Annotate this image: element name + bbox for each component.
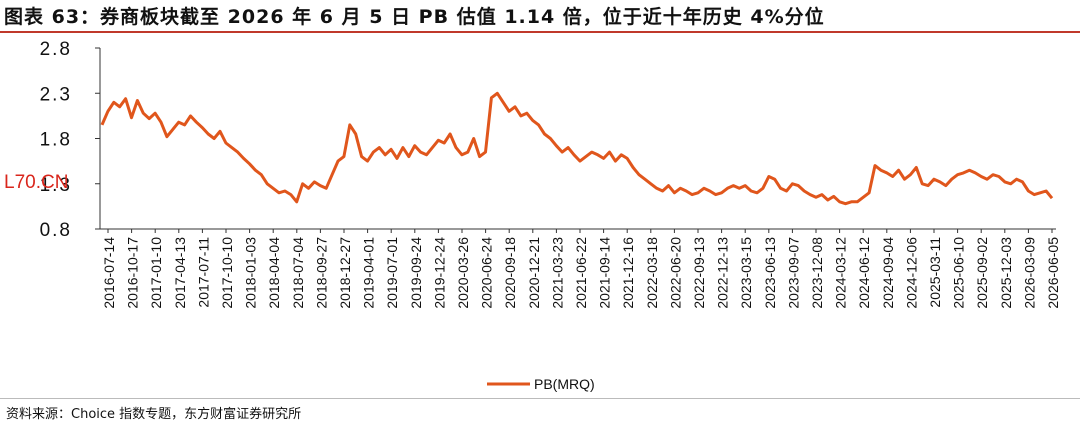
x-tick-label: 2018-12-27 [337,237,353,309]
x-tick-label: 2017-04-13 [172,237,188,309]
x-tick-label: 2022-12-13 [715,237,731,309]
x-tick-label: 2026-06-05 [1045,237,1061,309]
x-tick-label: 2022-09-13 [691,237,707,309]
x-tick-label: 2020-06-24 [479,237,495,309]
legend: PB(MRQ) [487,376,595,392]
axes [99,48,1056,230]
watermark: L70.CN [4,172,69,193]
x-tick-label: 2023-06-13 [762,237,778,309]
x-tick-label: 2021-06-22 [573,237,589,309]
x-tick-label: 2025-12-03 [998,237,1014,309]
x-tick-label: 2024-09-04 [880,237,896,309]
x-tick-label: 2019-07-01 [384,237,400,309]
x-tick-label: 2018-09-27 [313,237,329,309]
x-tick-label: 2021-12-16 [620,237,636,309]
pb-line-chart: 0.8 1.3 1.8 2.3 2.8 2016-07-14 2016-10-17 2017… [40,39,1061,392]
x-tick-label: 2022-06-20 [667,237,683,309]
x-tick-label: 2020-03-26 [455,237,471,309]
y-axis-ticks: 0.8 1.3 1.8 2.3 2.8 [40,39,100,241]
x-tick-label: 2022-03-18 [644,237,660,309]
x-tick-label: 2020-09-18 [502,237,518,309]
x-tick-label: 2018-01-03 [243,237,259,309]
title-divider [0,31,1080,33]
y-tick-label: 1.8 [40,130,72,151]
x-tick-label: 2016-10-17 [125,237,141,309]
y-tick-label: 0.8 [40,220,72,241]
y-tick-label: 2.3 [40,84,72,105]
x-tick-label: 2019-12-24 [431,237,447,309]
y-tick-label: 2.8 [40,39,72,60]
x-tick-label: 2023-09-07 [785,237,801,309]
x-tick-label: 2017-10-10 [219,237,235,309]
x-tick-label: 2019-09-24 [408,237,424,309]
x-tick-label: 2021-09-14 [597,237,613,309]
x-tick-label: 2017-01-10 [148,237,164,309]
x-axis-ticks: 2016-07-14 2016-10-17 2017-01-10 2017-04-13… [101,229,1061,309]
x-tick-label: 2026-03-09 [1021,237,1037,309]
x-tick-label: 2023-12-08 [809,237,825,309]
x-tick-label: 2019-04-01 [361,237,377,309]
x-tick-label: 2024-03-12 [833,237,849,309]
x-tick-label: 2021-03-23 [549,237,565,309]
x-tick-label: 2025-09-02 [974,237,990,309]
x-tick-label: 2024-12-06 [903,237,919,309]
x-tick-label: 2016-07-14 [101,237,117,309]
x-tick-label: 2024-06-12 [856,237,872,309]
x-tick-label: 2018-04-04 [266,237,282,309]
x-tick-label: 2025-03-11 [927,237,943,308]
x-tick-label: 2023-03-15 [738,237,754,309]
y-tick-label: 1.3 [40,175,72,196]
chart-title: 图表 63：券商板块截至 2026 年 6 月 5 日 PB 估值 1.14 倍… [4,6,825,28]
footer-divider [0,398,1080,399]
x-tick-label: 2018-07-04 [290,237,306,309]
source-note: 资料来源：Choice 指数专题，东方财富证券研究所 [6,407,302,422]
series-line-pb [100,91,1054,206]
legend-label: PB(MRQ) [534,376,595,392]
x-tick-label: 2017-07-11 [195,237,211,308]
x-tick-label: 2025-06-10 [951,237,967,309]
x-tick-label: 2020-12-21 [526,237,542,309]
